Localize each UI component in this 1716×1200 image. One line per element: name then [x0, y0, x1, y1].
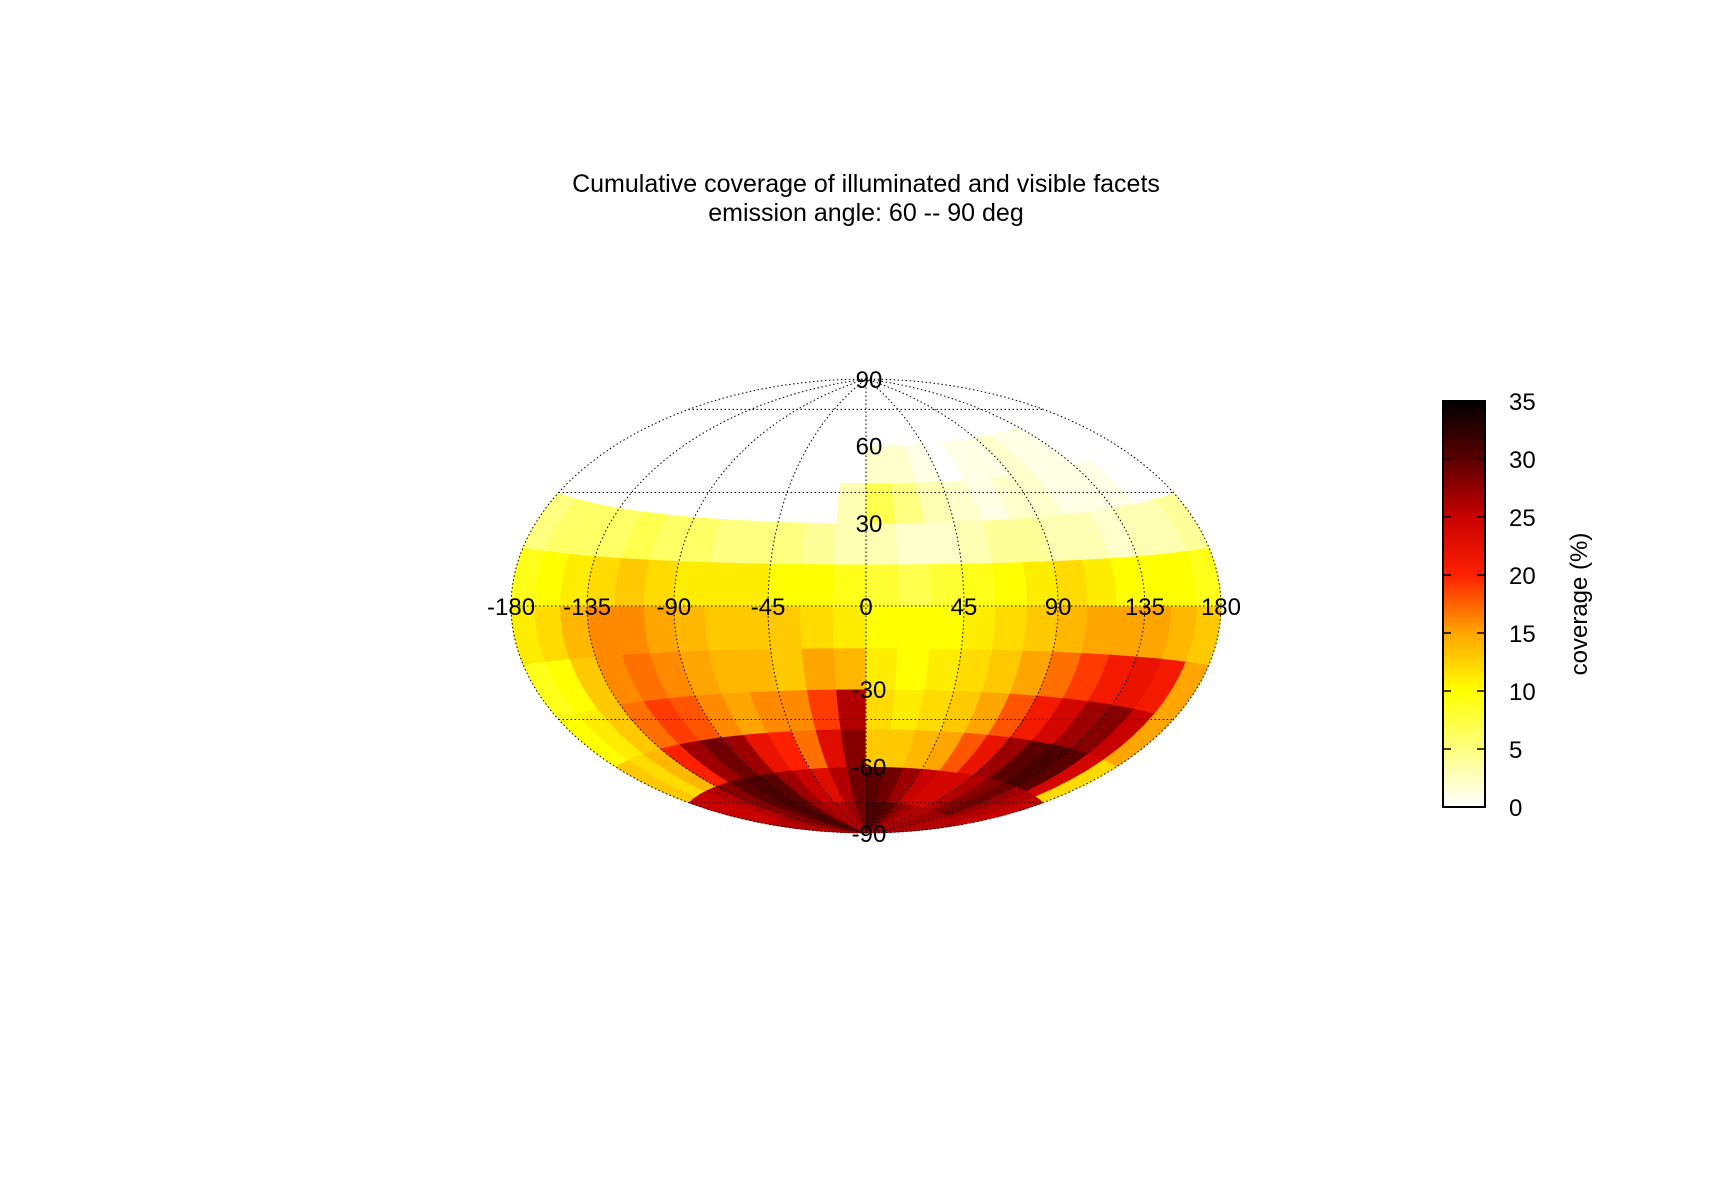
colorbar-gradient: [1442, 400, 1486, 808]
meridian-line: [510, 378, 867, 834]
coverage-cell: [801, 521, 838, 565]
colorbar-tick-label: 15: [1509, 621, 1536, 648]
x-tick-label: 45: [951, 594, 978, 621]
coverage-cell: [704, 605, 740, 651]
coverage-cell: [800, 605, 835, 649]
x-tick-label: -45: [751, 594, 786, 621]
chart-title: Cumulative coverage of illuminated and v…: [572, 170, 1160, 198]
x-tick-label: -135: [563, 594, 611, 621]
coverage-cell: [865, 378, 959, 391]
x-tick-label: -180: [487, 594, 535, 621]
y-tick-label: 60: [856, 434, 883, 461]
colorbar-tick-label: 0: [1509, 795, 1522, 822]
y-tick-label: -60: [852, 755, 887, 782]
coverage-cell: [801, 647, 838, 691]
colorbar: 0 5 10 15 20 25 30 35 coverage (%): [1442, 389, 1593, 822]
y-tick-label: -90: [852, 821, 887, 848]
colorbar-label: coverage (%): [1566, 533, 1593, 676]
coverage-cell: [800, 563, 835, 607]
coverage-cell: [992, 605, 1028, 651]
x-tick-label: 180: [1201, 594, 1241, 621]
coverage-cell: [992, 561, 1028, 607]
x-tick-label: 90: [1045, 594, 1072, 621]
coverage-cell: [894, 647, 931, 691]
colorbar-tick-label: 5: [1509, 737, 1522, 764]
meridian-line: [865, 378, 1059, 834]
graticule: [510, 378, 1222, 834]
y-tick-label: 30: [856, 511, 883, 538]
coverage-cell: [894, 521, 931, 565]
y-tick-label: 90: [856, 367, 883, 394]
x-tick-label: 0: [859, 594, 872, 621]
coverage-cell: [704, 561, 740, 607]
coverage-cell: [897, 605, 932, 649]
meridian-line: [673, 378, 867, 834]
colorbar-tick-label: 30: [1509, 447, 1536, 474]
x-tick-label: -90: [657, 594, 692, 621]
coverage-cell: [897, 563, 932, 607]
colorbar-tick-label: 25: [1509, 505, 1536, 532]
coverage-cells: [510, 378, 1222, 834]
colorbar-tick-label: 10: [1509, 679, 1536, 706]
meridian-line: [865, 378, 1222, 834]
colorbar-tick-label: 20: [1509, 563, 1536, 590]
colorbar-tick-label: 35: [1509, 389, 1536, 416]
chart-subtitle: emission angle: 60 -- 90 deg: [708, 199, 1023, 227]
y-tick-label: -30: [852, 677, 887, 704]
axis-tick-labels: -180 -135 -90 -45 0 45 90 135 180 90 60 30 -30 -60 -90: [487, 367, 1241, 848]
x-tick-label: 135: [1125, 594, 1165, 621]
